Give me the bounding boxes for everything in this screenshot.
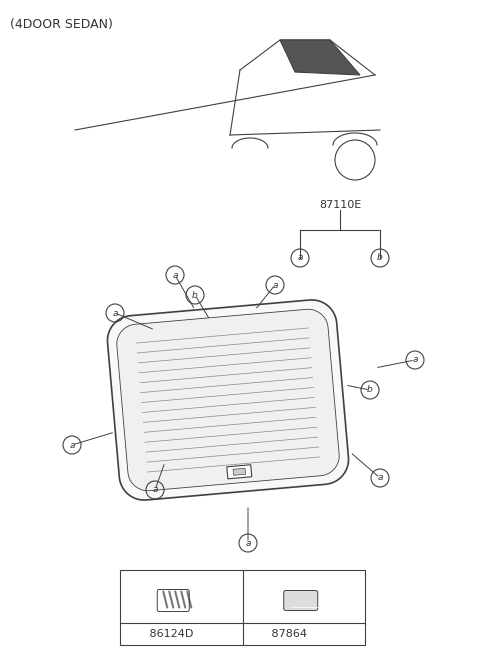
Text: a: a <box>272 281 278 289</box>
Text: a: a <box>245 539 251 548</box>
Polygon shape <box>280 40 360 75</box>
Polygon shape <box>117 309 339 491</box>
Text: 87864: 87864 <box>268 629 308 639</box>
Text: a: a <box>152 485 158 495</box>
Text: 86124D: 86124D <box>146 629 193 639</box>
FancyBboxPatch shape <box>284 590 318 611</box>
Text: a: a <box>297 253 303 262</box>
Text: (4DOOR SEDAN): (4DOOR SEDAN) <box>10 18 113 31</box>
Text: b: b <box>377 253 383 262</box>
Text: 87110E: 87110E <box>319 200 361 210</box>
Text: b: b <box>253 630 259 638</box>
Polygon shape <box>233 468 246 476</box>
Text: a: a <box>112 308 118 318</box>
Polygon shape <box>227 464 252 479</box>
Text: b: b <box>367 386 373 394</box>
Text: b: b <box>192 291 198 300</box>
Text: a: a <box>131 630 137 638</box>
Text: a: a <box>412 356 418 365</box>
Text: a: a <box>377 474 383 483</box>
Text: a: a <box>172 270 178 279</box>
Polygon shape <box>108 300 348 500</box>
Bar <box>120 570 365 645</box>
Text: a: a <box>69 440 75 449</box>
